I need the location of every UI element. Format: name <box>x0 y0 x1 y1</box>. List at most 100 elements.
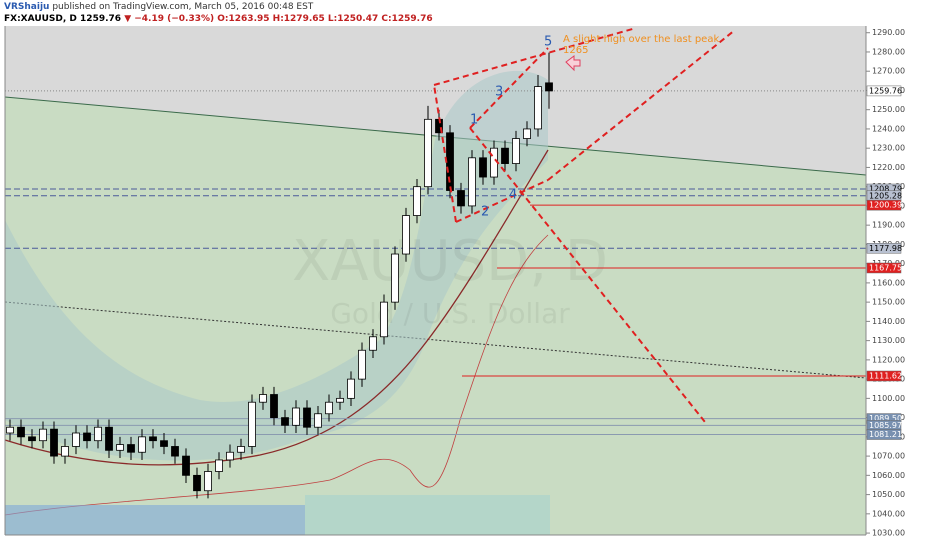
candle-body <box>72 432 80 447</box>
projection-line <box>469 127 706 423</box>
author: VRShaiju <box>4 2 49 12</box>
level-box <box>866 262 902 274</box>
candle-body <box>116 444 124 451</box>
candle-body <box>270 394 278 419</box>
close: C:1259.76 <box>381 14 432 24</box>
annotation-text: A slight high over the last peak 1265 <box>563 34 720 56</box>
y-tick-label: 1220.00 <box>872 163 905 172</box>
candle-body <box>325 401 333 415</box>
symbol: FX:XAUUSD, D <box>4 14 77 24</box>
level-label: 1111.62 <box>869 372 902 381</box>
trend-line <box>4 301 867 379</box>
y-tick-label: 1140.00 <box>872 317 905 326</box>
volume-area <box>5 505 305 535</box>
high: H:1279.65 <box>273 14 325 24</box>
arrow-icon <box>565 55 581 72</box>
y-tick-label: 1160.00 <box>872 278 905 287</box>
candle-body <box>369 336 377 351</box>
candle-body <box>83 432 91 442</box>
wave-label: 2 <box>481 205 489 220</box>
channel-line <box>469 47 549 129</box>
candle-body <box>358 349 366 380</box>
y-tick-label: 1290.00 <box>872 28 905 37</box>
candle-body <box>215 459 223 472</box>
candle-body <box>457 190 465 207</box>
level-label: 1259.76 <box>869 86 902 95</box>
candle-body <box>380 301 388 338</box>
candle-body <box>314 413 322 428</box>
level-box <box>866 370 902 382</box>
y-tick-label: 1250.00 <box>872 105 905 114</box>
candle-body <box>28 436 36 442</box>
y-tick-label: 1270.00 <box>872 67 905 76</box>
candle-body <box>424 118 432 188</box>
last: 1259.76 <box>80 14 121 24</box>
y-tick-label: 1230.00 <box>872 144 905 153</box>
candle-body <box>50 428 58 457</box>
level-label: 1089.50 <box>869 414 902 423</box>
volume-area <box>305 495 550 535</box>
candle-body <box>171 446 179 457</box>
candle-body <box>512 138 520 164</box>
candle-body <box>402 215 410 255</box>
wave-label: 3 <box>495 85 503 100</box>
trend-line <box>4 96 867 176</box>
candle-body <box>292 407 300 426</box>
y-tick-label: 1190.00 <box>872 221 905 230</box>
candle-body <box>94 426 102 442</box>
header-line: VRShaiju published on TradingView.com, M… <box>4 2 314 12</box>
candle-body <box>303 407 311 428</box>
y-tick-label: 1280.00 <box>872 47 905 56</box>
drawings <box>433 27 736 423</box>
y-tick-label: 1150.00 <box>872 298 905 307</box>
level-label: 1205.28 <box>869 191 902 200</box>
annotation: A slight high over the last peak 1265 <box>563 34 720 56</box>
price-axis <box>866 26 932 535</box>
candle-body <box>237 446 245 453</box>
level-label: 1208.79 <box>869 185 902 194</box>
header-line: FX:XAUUSD, D 1259.76 ▼ −4.19 (−0.33%) O:… <box>4 14 433 24</box>
bollinger-lower <box>4 234 549 516</box>
candle-body <box>17 426 25 438</box>
candle-body <box>534 86 542 130</box>
y-tick-label: 1040.00 <box>872 509 905 518</box>
candle-body <box>204 471 212 492</box>
candle-body <box>248 401 256 447</box>
bollinger-band <box>5 70 548 461</box>
candle-body <box>39 428 47 442</box>
candle-body <box>468 157 476 207</box>
candle-body <box>545 82 553 92</box>
candle-body <box>105 426 113 451</box>
published: published on TradingView.com, March 05, … <box>52 2 313 12</box>
candle-body <box>160 440 168 447</box>
candle-body <box>138 436 146 453</box>
y-tick-label: 1050.00 <box>872 490 905 499</box>
candle-body <box>479 157 487 178</box>
candle-body <box>226 451 234 461</box>
y-tick-label: 1030.00 <box>872 529 905 538</box>
open: O:1263.95 <box>217 14 269 24</box>
level-label: 1177.98 <box>869 244 902 253</box>
y-tick-label: 1120.00 <box>872 355 905 364</box>
wave-label: 5 <box>544 35 552 50</box>
wave-label: 4 <box>509 188 517 203</box>
low: L:1250.47 <box>328 14 378 24</box>
candle-body <box>193 474 201 492</box>
watermark-subtitle: Gold / U.S. Dollar <box>330 297 570 330</box>
candle-body <box>501 147 509 164</box>
candle-body <box>347 378 355 399</box>
level-label: 1081.21 <box>869 430 902 439</box>
candle-body <box>281 417 289 426</box>
level-box <box>866 429 902 440</box>
candle-body <box>127 444 135 453</box>
y-tick-label: 1130.00 <box>872 336 905 345</box>
level-box <box>866 85 902 97</box>
level-label: 1167.75 <box>869 263 902 272</box>
level-label: 1200.39 <box>869 201 902 210</box>
y-tick-label: 1060.00 <box>872 471 905 480</box>
candle-body <box>391 253 399 303</box>
level-box <box>866 243 902 254</box>
candle-body <box>6 426 14 434</box>
y-tick-label: 1240.00 <box>872 124 905 133</box>
